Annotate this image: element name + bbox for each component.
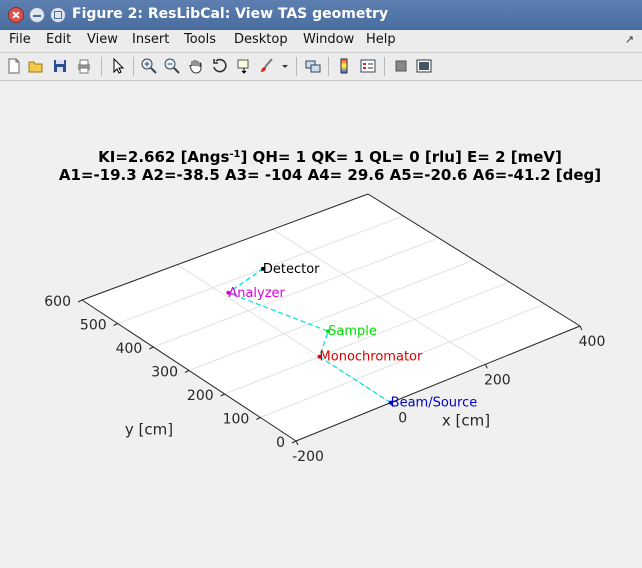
y-tick-mark: [220, 393, 225, 397]
x-tick-mark: [484, 364, 488, 369]
y-tick-label: 400: [116, 341, 143, 357]
y-tick-label: 200: [187, 388, 214, 404]
rotate-3d-icon[interactable]: [211, 57, 229, 75]
insert-legend-icon[interactable]: [359, 57, 377, 75]
toolbar-separator: [296, 57, 297, 76]
y-tick-mark: [77, 299, 83, 303]
x-tick-mark: [295, 440, 299, 446]
arrow-expand-icon[interactable]: ↗: [624, 33, 634, 46]
figure-canvas[interactable]: KI=2.662 [Angs-1] QH= 1 QK= 1 QL= 0 [rlu…: [0, 81, 642, 564]
link-plot-icon[interactable]: [304, 57, 322, 75]
component-label: Analyzer: [228, 286, 285, 301]
component-marker: [317, 354, 322, 359]
grid-line: [224, 281, 510, 395]
y-tick-mark: [256, 417, 261, 420]
x-axis-label: x [cm]: [442, 412, 490, 430]
zoom-in-icon[interactable]: [140, 57, 158, 75]
y-tick-mark: [291, 440, 297, 444]
maximize-window-button[interactable]: [50, 7, 66, 23]
plot-title-line1: KI=2.662 [Angs-1] QH= 1 QK= 1 QL= 0 [rlu…: [98, 148, 562, 166]
window-titlebar: Figure 2: ResLibCal: View TAS geometry: [0, 0, 642, 30]
y-tick-mark: [184, 370, 190, 373]
window-title: Figure 2: ResLibCal: View TAS geometry: [72, 6, 389, 22]
hide-plot-tools-icon[interactable]: [392, 57, 410, 75]
edit-plot-arrow-icon[interactable]: [109, 57, 127, 75]
axes-3d[interactable]: KI=2.662 [Angs-1] QH= 1 QK= 1 QL= 0 [rlu…: [0, 81, 642, 564]
toolbar-separator: [133, 57, 134, 76]
show-plot-tools-icon[interactable]: [415, 57, 433, 75]
toolbar: [0, 53, 642, 81]
component-label: Monochromator: [320, 350, 423, 365]
pan-hand-icon[interactable]: [187, 57, 205, 75]
toolbar-separator: [101, 57, 102, 76]
menubar: File Edit View Insert Tools Desktop Wind…: [0, 30, 642, 53]
axes-floor: [82, 194, 580, 441]
grid-line: [260, 303, 545, 418]
y-tick-mark: [149, 346, 154, 350]
plot-title-line2: A1=-19.3 A2=-38.5 A3= -104 A4= 29.6 A5=-…: [59, 166, 601, 184]
box-edge: [81, 193, 369, 301]
menu-tools[interactable]: Tools: [184, 32, 217, 47]
x-tick-mark: [579, 325, 583, 331]
x-tick-label: 400: [579, 334, 606, 350]
box-edge: [367, 193, 581, 327]
y-tick-label: 600: [44, 294, 71, 310]
print-icon[interactable]: [75, 57, 93, 75]
data-cursor-icon[interactable]: [235, 57, 253, 75]
component-marker: [226, 290, 231, 295]
menu-window[interactable]: Window: [303, 32, 355, 47]
component-label: Sample: [328, 324, 377, 339]
menu-view[interactable]: View: [87, 32, 118, 47]
brush-dropdown-icon[interactable]: [280, 57, 290, 75]
component-label: Beam/Source: [391, 396, 478, 411]
y-tick-label: 100: [223, 412, 250, 428]
zoom-out-icon[interactable]: [163, 57, 181, 75]
component-marker: [326, 329, 331, 334]
toolbar-separator: [384, 57, 385, 76]
menu-help[interactable]: Help: [366, 32, 396, 47]
x-tick-label: 0: [398, 411, 407, 427]
component-marker: [388, 400, 393, 405]
y-tick-label: 500: [80, 318, 107, 334]
component-marker: [260, 266, 265, 271]
axis-line: [295, 325, 581, 442]
grid-line: [153, 237, 439, 348]
y-tick-label: 300: [151, 365, 178, 381]
menu-edit[interactable]: Edit: [46, 32, 72, 47]
menu-desktop[interactable]: Desktop: [234, 32, 288, 47]
menu-file[interactable]: File: [9, 32, 31, 47]
y-tick-mark: [113, 323, 118, 326]
save-icon[interactable]: [51, 57, 69, 75]
new-figure-icon[interactable]: [5, 57, 23, 75]
insert-colorbar-icon[interactable]: [335, 57, 353, 75]
grid-line: [188, 259, 475, 371]
brush-icon[interactable]: [258, 57, 276, 75]
toolbar-separator: [328, 57, 329, 76]
menu-insert[interactable]: Insert: [132, 32, 170, 47]
open-file-icon[interactable]: [27, 57, 45, 75]
x-tick-label: -200: [292, 449, 324, 465]
y-tick-label: 0: [276, 435, 285, 451]
minimize-window-button[interactable]: [29, 7, 45, 23]
y-axis-label: y [cm]: [125, 421, 173, 439]
component-label: Detector: [263, 262, 320, 277]
x-tick-label: 200: [484, 372, 511, 388]
close-window-button[interactable]: [8, 7, 24, 23]
beam-path-line: [226, 268, 392, 404]
